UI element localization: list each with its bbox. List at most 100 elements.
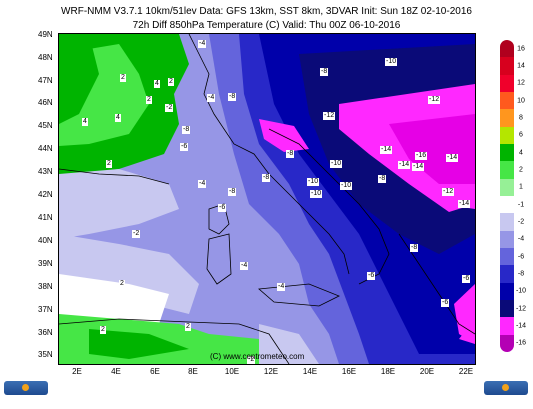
contour-label: -6 <box>367 272 376 280</box>
colorbar-segment <box>500 282 514 301</box>
contour-label: -8 <box>262 174 271 182</box>
contour-label: -8 <box>286 150 295 158</box>
field-plus4-africa <box>89 329 189 359</box>
lon-label: 2E <box>72 367 82 376</box>
colorbar-label: -4 <box>517 235 525 243</box>
colorbar-segment <box>500 334 514 353</box>
lat-label: 43N <box>38 167 53 176</box>
contour-label: -14 <box>458 200 471 208</box>
field-minus12-14-west <box>259 119 309 152</box>
colorbar <box>500 40 514 353</box>
lon-label: 18E <box>380 367 396 376</box>
contour-label: -12 <box>323 112 336 120</box>
contour-label: -4 <box>277 283 286 291</box>
centrometeo-logo-left: centrometeo <box>4 381 48 405</box>
coastline-greece <box>398 233 475 335</box>
colorbar-label: -6 <box>517 253 525 261</box>
contour-label: 2 <box>119 280 125 288</box>
contour-label: -12 <box>442 188 455 196</box>
lat-label: 45N <box>38 121 53 130</box>
colorbar-label: -2 <box>517 218 525 226</box>
field-minus14-16 <box>389 114 475 184</box>
lat-label: 35N <box>38 350 53 359</box>
colorbar-segment <box>500 144 514 162</box>
contour-label: -8 <box>378 175 387 183</box>
contour-label: -8 <box>320 68 329 76</box>
coastline-adriatic <box>268 128 390 285</box>
colorbar-segment <box>500 92 514 110</box>
coastline-france-south <box>59 168 170 185</box>
colorbar-segment <box>500 213 514 232</box>
lon-label: 10E <box>224 367 240 376</box>
lon-label: 8E <box>188 367 198 376</box>
map-header-line2: 72h Diff 850hPa Temperature (C) Valid: T… <box>132 20 401 31</box>
copyright-text: (C) www.centrometeo.com <box>210 352 305 361</box>
temperature-map <box>58 33 476 365</box>
lat-label: 36N <box>38 328 53 337</box>
contour-label: -12 <box>428 96 441 104</box>
lon-label: 12E <box>263 367 279 376</box>
lat-label: 38N <box>38 282 53 291</box>
lat-label: 40N <box>38 236 53 245</box>
colorbar-segment <box>500 178 514 197</box>
coastline-north-africa <box>59 318 290 364</box>
contour-label: -2 <box>165 104 174 112</box>
lat-label: 37N <box>38 305 53 314</box>
contour-label: 2 <box>120 74 126 82</box>
contour-label: -14 <box>446 154 459 162</box>
colorbar-label: 1 <box>519 183 523 191</box>
contour-label: -10 <box>385 58 398 66</box>
colorbar-label: -8 <box>517 270 525 278</box>
contour-label: 4 <box>82 118 88 126</box>
colorbar-label: -16 <box>515 339 527 347</box>
colorbar-label: 8 <box>519 114 523 122</box>
field-magenta-se <box>454 284 475 344</box>
contour-label: -6 <box>462 275 471 283</box>
contour-label: -10 <box>340 182 353 190</box>
map-canvas <box>59 34 475 364</box>
contour-label: -14 <box>380 146 393 154</box>
colorbar-label: -12 <box>515 305 527 313</box>
contour-label: -10 <box>310 190 323 198</box>
contour-label: -10 <box>307 178 320 186</box>
lon-label: 6E <box>150 367 160 376</box>
colorbar-segment <box>500 317 514 336</box>
centrometeo-logo-right: centrometeo <box>484 381 528 405</box>
colorbar-label: -14 <box>515 322 527 330</box>
field-plus4-6-nw <box>59 34 99 124</box>
contour-label: -6 <box>180 143 189 151</box>
lat-label: 41N <box>38 213 53 222</box>
colorbar-label: 12 <box>517 79 525 87</box>
lon-label: 16E <box>341 367 357 376</box>
contour-label: -8 <box>228 188 237 196</box>
contour-label: -16 <box>415 152 428 160</box>
contour-label: -4 <box>240 262 249 270</box>
lon-label: 4E <box>111 367 121 376</box>
colorbar-segment <box>500 74 514 93</box>
lat-label: 49N <box>38 30 53 39</box>
contour-label: 2 <box>100 326 106 334</box>
colorbar-label: 16 <box>517 45 525 53</box>
contour-label: 2 <box>168 78 174 86</box>
colorbar-label: 4 <box>519 149 523 157</box>
colorbar-segment <box>500 230 514 249</box>
lat-label: 47N <box>38 76 53 85</box>
contour-label: 2 <box>106 160 112 168</box>
colorbar-label: 10 <box>517 97 525 105</box>
contour-label: -2 <box>132 230 141 238</box>
contour-label: -10 <box>330 160 343 168</box>
colorbar-segment <box>500 300 514 318</box>
lat-label: 48N <box>38 53 53 62</box>
colorbar-segment <box>500 196 514 214</box>
colorbar-label: -1 <box>517 201 525 209</box>
coastline-sardinia <box>206 233 232 285</box>
colorbar-label: -10 <box>515 287 527 295</box>
map-header-line1: WRF-NMM V3.7.1 10km/51lev Data: GFS 13km… <box>61 6 472 17</box>
lat-label: 39N <box>38 259 53 268</box>
contour-label: -6 <box>441 299 450 307</box>
colorbar-segment <box>500 248 514 266</box>
lon-label: 20E <box>419 367 435 376</box>
contour-label: -8 <box>182 126 191 134</box>
contour-label: -14 <box>412 163 425 171</box>
colorbar-segment <box>500 265 514 284</box>
